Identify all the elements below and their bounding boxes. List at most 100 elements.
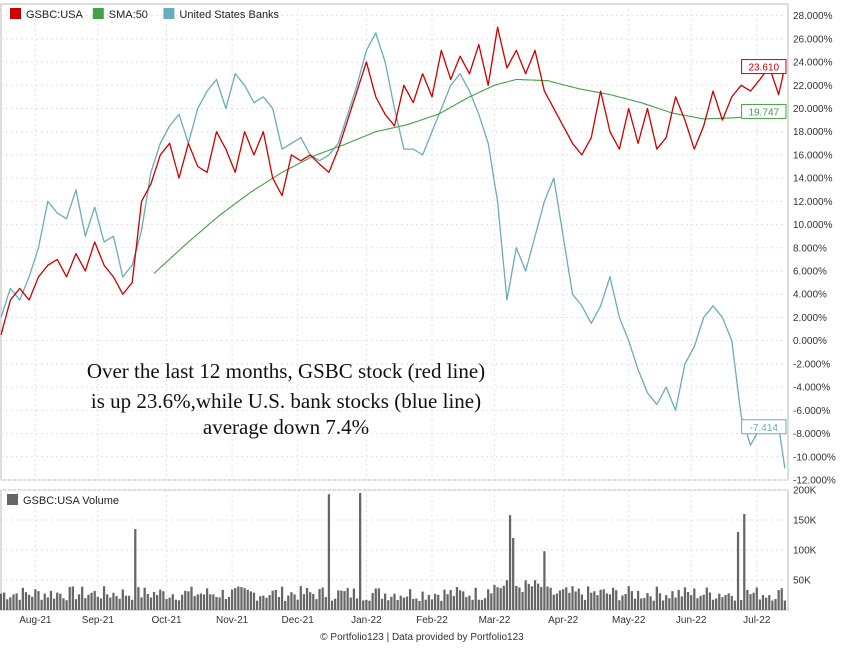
last-value-box (741, 419, 787, 435)
volume-bar (265, 597, 268, 610)
y-tick-label: -8.000% (793, 429, 830, 440)
volume-bar (274, 589, 277, 610)
volume-bar (171, 594, 174, 610)
volume-bar (646, 593, 649, 610)
volume-bar (174, 599, 178, 610)
volume-bar (299, 586, 302, 610)
volume-bar (708, 592, 712, 610)
volume-bar (212, 594, 215, 610)
volume-bar (293, 594, 296, 610)
x-tick-label: Feb-22 (416, 615, 448, 626)
volume-bar (696, 598, 699, 610)
last-value-box (741, 59, 787, 75)
volume-bar (740, 600, 743, 610)
volume-bar (302, 594, 306, 610)
volume-bar (377, 588, 381, 610)
x-tick-label: Mar-22 (479, 615, 511, 626)
volume-bar (571, 586, 574, 610)
x-tick-label: Dec-21 (282, 615, 315, 626)
x-tick-label: Nov-21 (216, 615, 249, 626)
volume-bar (234, 588, 237, 610)
volume-bar (605, 593, 608, 610)
volume-bar (359, 493, 362, 610)
volume-bar (49, 590, 53, 610)
volume-bar (477, 599, 480, 610)
volume-bar (502, 585, 505, 610)
volume-bar (587, 586, 590, 610)
volume-plot-frame (0, 489, 789, 611)
volume-bar (93, 590, 96, 610)
annotation-line: average down 7.4% (203, 415, 369, 439)
volume-bar (77, 594, 81, 610)
volume-bar (271, 590, 274, 610)
x-tick-label: Sep-21 (82, 615, 115, 626)
x-tick-label: Oct-21 (152, 615, 182, 626)
volume-bar (724, 594, 727, 610)
volume-bar (115, 596, 118, 610)
volume-bar (505, 580, 509, 610)
volume-bar (583, 599, 587, 610)
volume-bar (658, 593, 662, 610)
volume-bar (15, 593, 18, 610)
volume-bar (633, 598, 637, 610)
volume-bar (390, 596, 393, 610)
volume-bar (690, 595, 693, 610)
volume-bar (240, 587, 243, 610)
series-line-gsbc-usa (0, 26, 786, 336)
volume-bar (352, 588, 356, 610)
volume-bar (315, 599, 318, 610)
volume-bar (259, 596, 262, 610)
volume-legend-label: GSBC:USA Volume (23, 495, 119, 507)
volume-bar (424, 599, 427, 610)
volume-tick-label: 150K (793, 516, 817, 527)
legend-label: SMA:50 (109, 9, 148, 21)
last-value-label: -7.414 (750, 423, 779, 434)
volume-bar (752, 592, 755, 610)
volume-panel: Aug-21 Sep-21 Oct-21 Nov-21 Dec-21 Jan-22 Feb-… (0, 486, 817, 626)
volume-bar (702, 594, 705, 610)
volume-bar (81, 586, 84, 610)
price-panel: 28.000% 26.000% 24.000% 22.000% 20.000% 18.00… (0, 3, 836, 487)
data-credit: © Portfolio123 | Data provided by Portfo… (320, 632, 524, 643)
volume-bar (215, 597, 218, 610)
volume-bar (380, 598, 384, 610)
volume-bar (711, 599, 715, 610)
volume-bar (574, 591, 577, 610)
last-value-label: 23.610 (749, 63, 780, 74)
volume-bar (433, 593, 437, 610)
volume-bar (699, 595, 702, 610)
volume-bar (515, 585, 518, 610)
volume-bar (159, 589, 162, 610)
volume-bar (337, 590, 340, 610)
volume-bar (458, 590, 462, 610)
volume-bar (671, 591, 674, 610)
y-tick-label: 12.000% (793, 197, 833, 208)
volume-bar (284, 600, 287, 610)
volume-bar (452, 595, 455, 610)
volume-bar (202, 594, 206, 610)
volume-bar (262, 595, 265, 610)
volume-bar (636, 590, 640, 610)
volume-bar (146, 593, 149, 610)
volume-bar (140, 597, 143, 610)
volume-bar (705, 587, 708, 610)
volume-bar (3, 592, 6, 610)
volume-bar (218, 597, 221, 610)
volume-bar (131, 599, 134, 610)
volume-bar (496, 587, 499, 610)
volume-bar (493, 584, 496, 610)
volume-bar (608, 594, 612, 610)
volume-bar (143, 587, 146, 610)
volume-bar (624, 594, 627, 610)
volume-bar (430, 599, 434, 610)
volume-bar (149, 597, 153, 610)
volume-bar (52, 598, 56, 610)
volume-bar (305, 587, 309, 610)
x-tick-label: Jan-22 (351, 615, 382, 626)
annotation-line: is up 23.6%,while U.S. bank stocks (blue… (91, 389, 481, 413)
volume-bar (96, 596, 99, 610)
volume-bar (287, 595, 290, 610)
volume-bar (487, 589, 490, 610)
volume-tick-label: 200K (793, 486, 817, 497)
volume-bar (280, 586, 284, 610)
